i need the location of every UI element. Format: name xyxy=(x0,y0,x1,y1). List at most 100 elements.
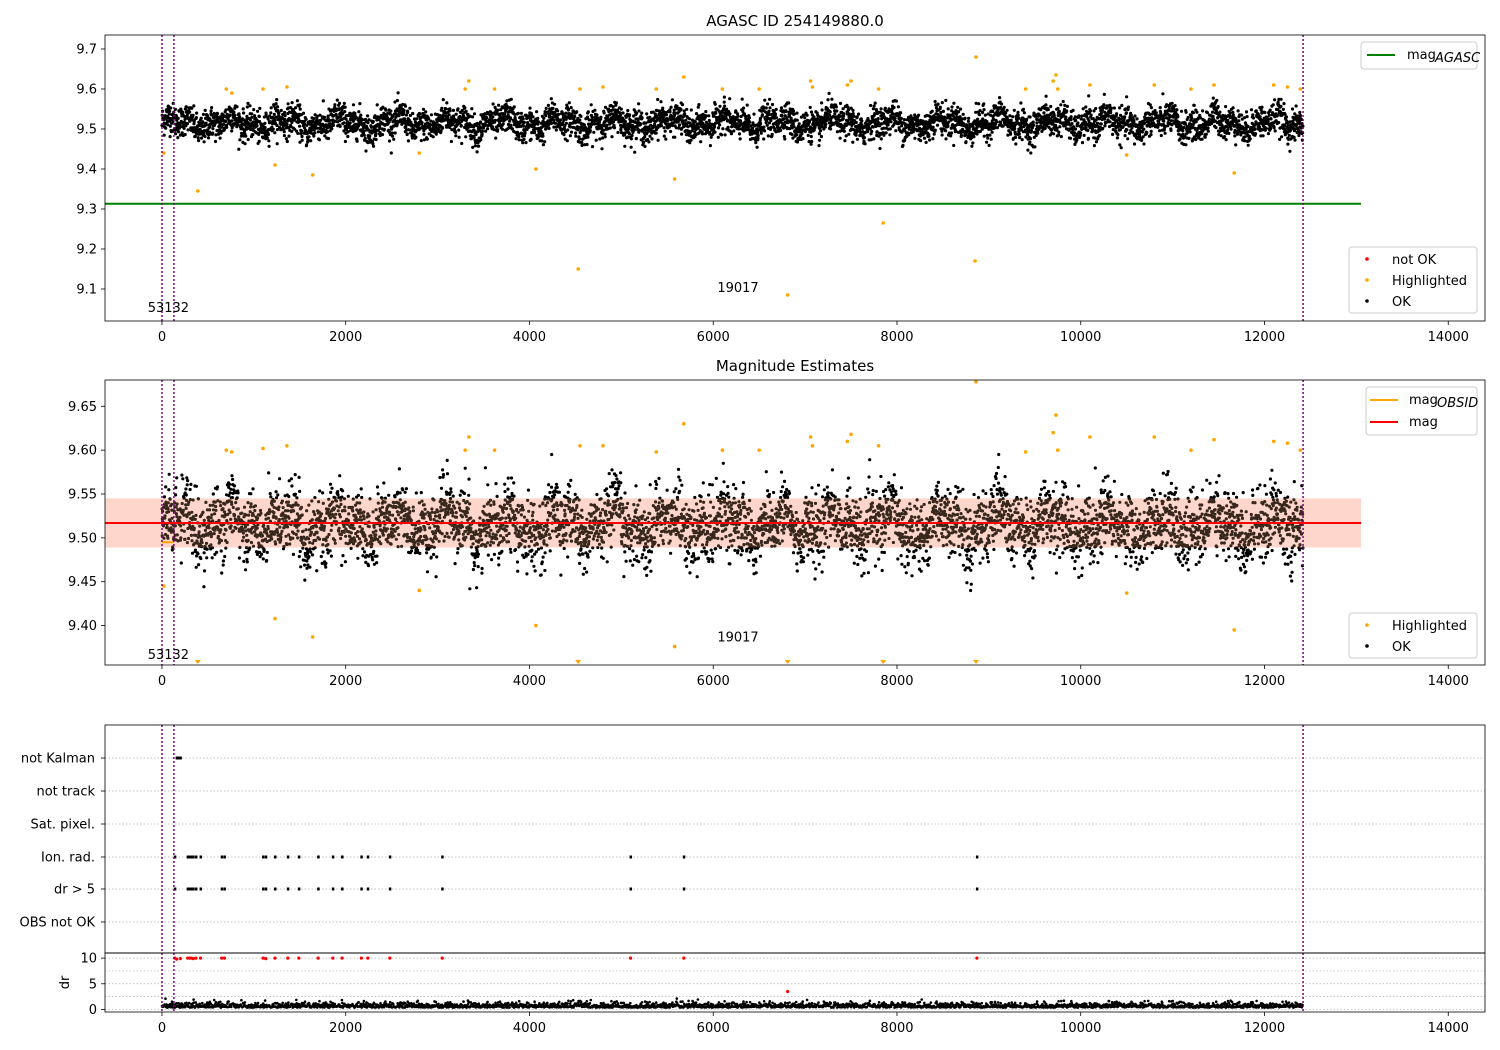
highlighted-point xyxy=(1088,435,1092,439)
flag-row-label: OBS not OK xyxy=(20,916,96,931)
flag-mark xyxy=(366,855,370,859)
y-tick-label: 9.1 xyxy=(76,283,97,298)
flag-row-label: Ion. rad. xyxy=(41,851,95,866)
dr-not-ok-point xyxy=(191,957,195,961)
highlighted-point xyxy=(1212,83,1216,87)
dr-not-ok-series xyxy=(173,956,979,994)
x-tick-label: 4000 xyxy=(513,674,546,689)
legend-bottom: Highlighted OK xyxy=(1348,612,1478,659)
y-tick-label: 5 xyxy=(89,977,97,992)
flag-mark xyxy=(360,855,363,859)
flag-mark xyxy=(273,887,277,891)
highlighted-point xyxy=(654,87,659,91)
dr-not-ok-point xyxy=(220,956,224,960)
highlighted-point xyxy=(876,443,881,448)
highlighted-point xyxy=(195,189,200,193)
dr-not-ok-point xyxy=(316,956,320,960)
highlighted-point xyxy=(492,87,497,91)
y-tick-label: 9.60 xyxy=(68,444,97,459)
legend-frame xyxy=(1348,246,1478,314)
highlighted-point xyxy=(1152,83,1157,87)
highlighted-point xyxy=(973,259,977,263)
flag-mark xyxy=(629,887,633,891)
y-tick-label: 9.2 xyxy=(76,243,97,258)
flag-mark xyxy=(186,887,190,891)
chart-title: Magnitude Estimates xyxy=(716,357,874,375)
highlighted-point xyxy=(310,635,315,639)
flag-mark xyxy=(331,887,335,891)
dr-not-ok-point xyxy=(366,956,370,960)
flag-mark xyxy=(286,855,290,859)
flag-mark xyxy=(441,855,444,859)
y-tick-label: 9.50 xyxy=(68,531,97,546)
y-tick-label: 9.45 xyxy=(68,575,97,590)
highlighted-point xyxy=(229,91,234,95)
dr-not-ok-point xyxy=(628,956,633,960)
legend-label: OK xyxy=(1392,295,1411,310)
legend-label: Highlighted xyxy=(1392,274,1467,289)
clipped-marker xyxy=(784,660,791,664)
highlighted-point xyxy=(1271,83,1276,87)
y-tick-label: 0 xyxy=(89,1003,97,1018)
legend-label: mag xyxy=(1409,393,1438,408)
x-tick-label: 4000 xyxy=(513,1021,546,1036)
highlighted-point xyxy=(672,644,677,649)
dr-not-ok-point xyxy=(682,956,686,960)
y-tick-label: 10 xyxy=(80,952,97,967)
x-tick-label: 6000 xyxy=(697,330,730,345)
x-tick-label: 4000 xyxy=(513,330,546,345)
flag-mark xyxy=(682,855,686,859)
highlighted-point xyxy=(974,379,978,384)
flag-mark xyxy=(388,855,392,859)
y-tick-label: 9.65 xyxy=(68,400,97,415)
highlighted-point xyxy=(1054,413,1058,417)
dr-not-ok-point xyxy=(178,957,182,961)
flag-mark xyxy=(317,887,320,891)
x-tick-label: 12000 xyxy=(1244,1021,1285,1036)
x-tick-label: 14000 xyxy=(1428,674,1469,689)
highlighted-point xyxy=(162,151,166,155)
dr-not-ok-point xyxy=(264,957,268,961)
flag-mark xyxy=(297,887,301,891)
obsid-annotation: 19017 xyxy=(717,281,758,296)
highlighted-point xyxy=(1189,448,1193,452)
dr-not-ok-point xyxy=(388,956,392,960)
legend-label: mag xyxy=(1407,48,1436,63)
highlighted-point xyxy=(1051,79,1055,83)
axes-frame xyxy=(104,724,1486,954)
y-tick-label: 9.40 xyxy=(68,619,97,634)
x-tick-label: 10000 xyxy=(1060,1021,1101,1036)
flag-mark xyxy=(220,855,224,859)
highlighted-point xyxy=(757,87,761,91)
flag-mark xyxy=(273,855,277,859)
highlighted-point xyxy=(808,435,813,439)
highlighted-point xyxy=(1298,448,1303,452)
highlighted-point xyxy=(1051,430,1055,435)
highlighted-point xyxy=(285,443,289,448)
highlighted-point xyxy=(1055,448,1060,452)
flag-row-label: not Kalman xyxy=(21,752,95,767)
flag-mark xyxy=(194,887,198,891)
highlighted-point xyxy=(672,177,677,181)
ok-points xyxy=(160,91,1305,155)
flag-mark xyxy=(220,887,224,891)
flag-mark xyxy=(223,887,226,891)
x-tick-label: 12000 xyxy=(1244,330,1285,345)
dr-not-ok-point xyxy=(340,956,344,960)
x-tick-label: 2000 xyxy=(329,330,362,345)
dr-not-ok-point xyxy=(286,956,290,960)
highlighted-point xyxy=(229,450,234,454)
flag-mark xyxy=(190,887,193,891)
legend-subscript: AGASC xyxy=(1434,51,1481,66)
flag-row-label: dr > 5 xyxy=(54,883,95,898)
highlighted-point xyxy=(876,87,881,91)
highlighted-point xyxy=(845,83,850,87)
x-tick-label: 8000 xyxy=(880,674,913,689)
x-tick-label: 6000 xyxy=(697,1021,730,1036)
y-tick-label: 9.4 xyxy=(76,163,97,178)
flag-mark xyxy=(262,887,265,891)
flag-mark xyxy=(366,887,370,891)
dr-not-ok-point xyxy=(175,957,179,961)
